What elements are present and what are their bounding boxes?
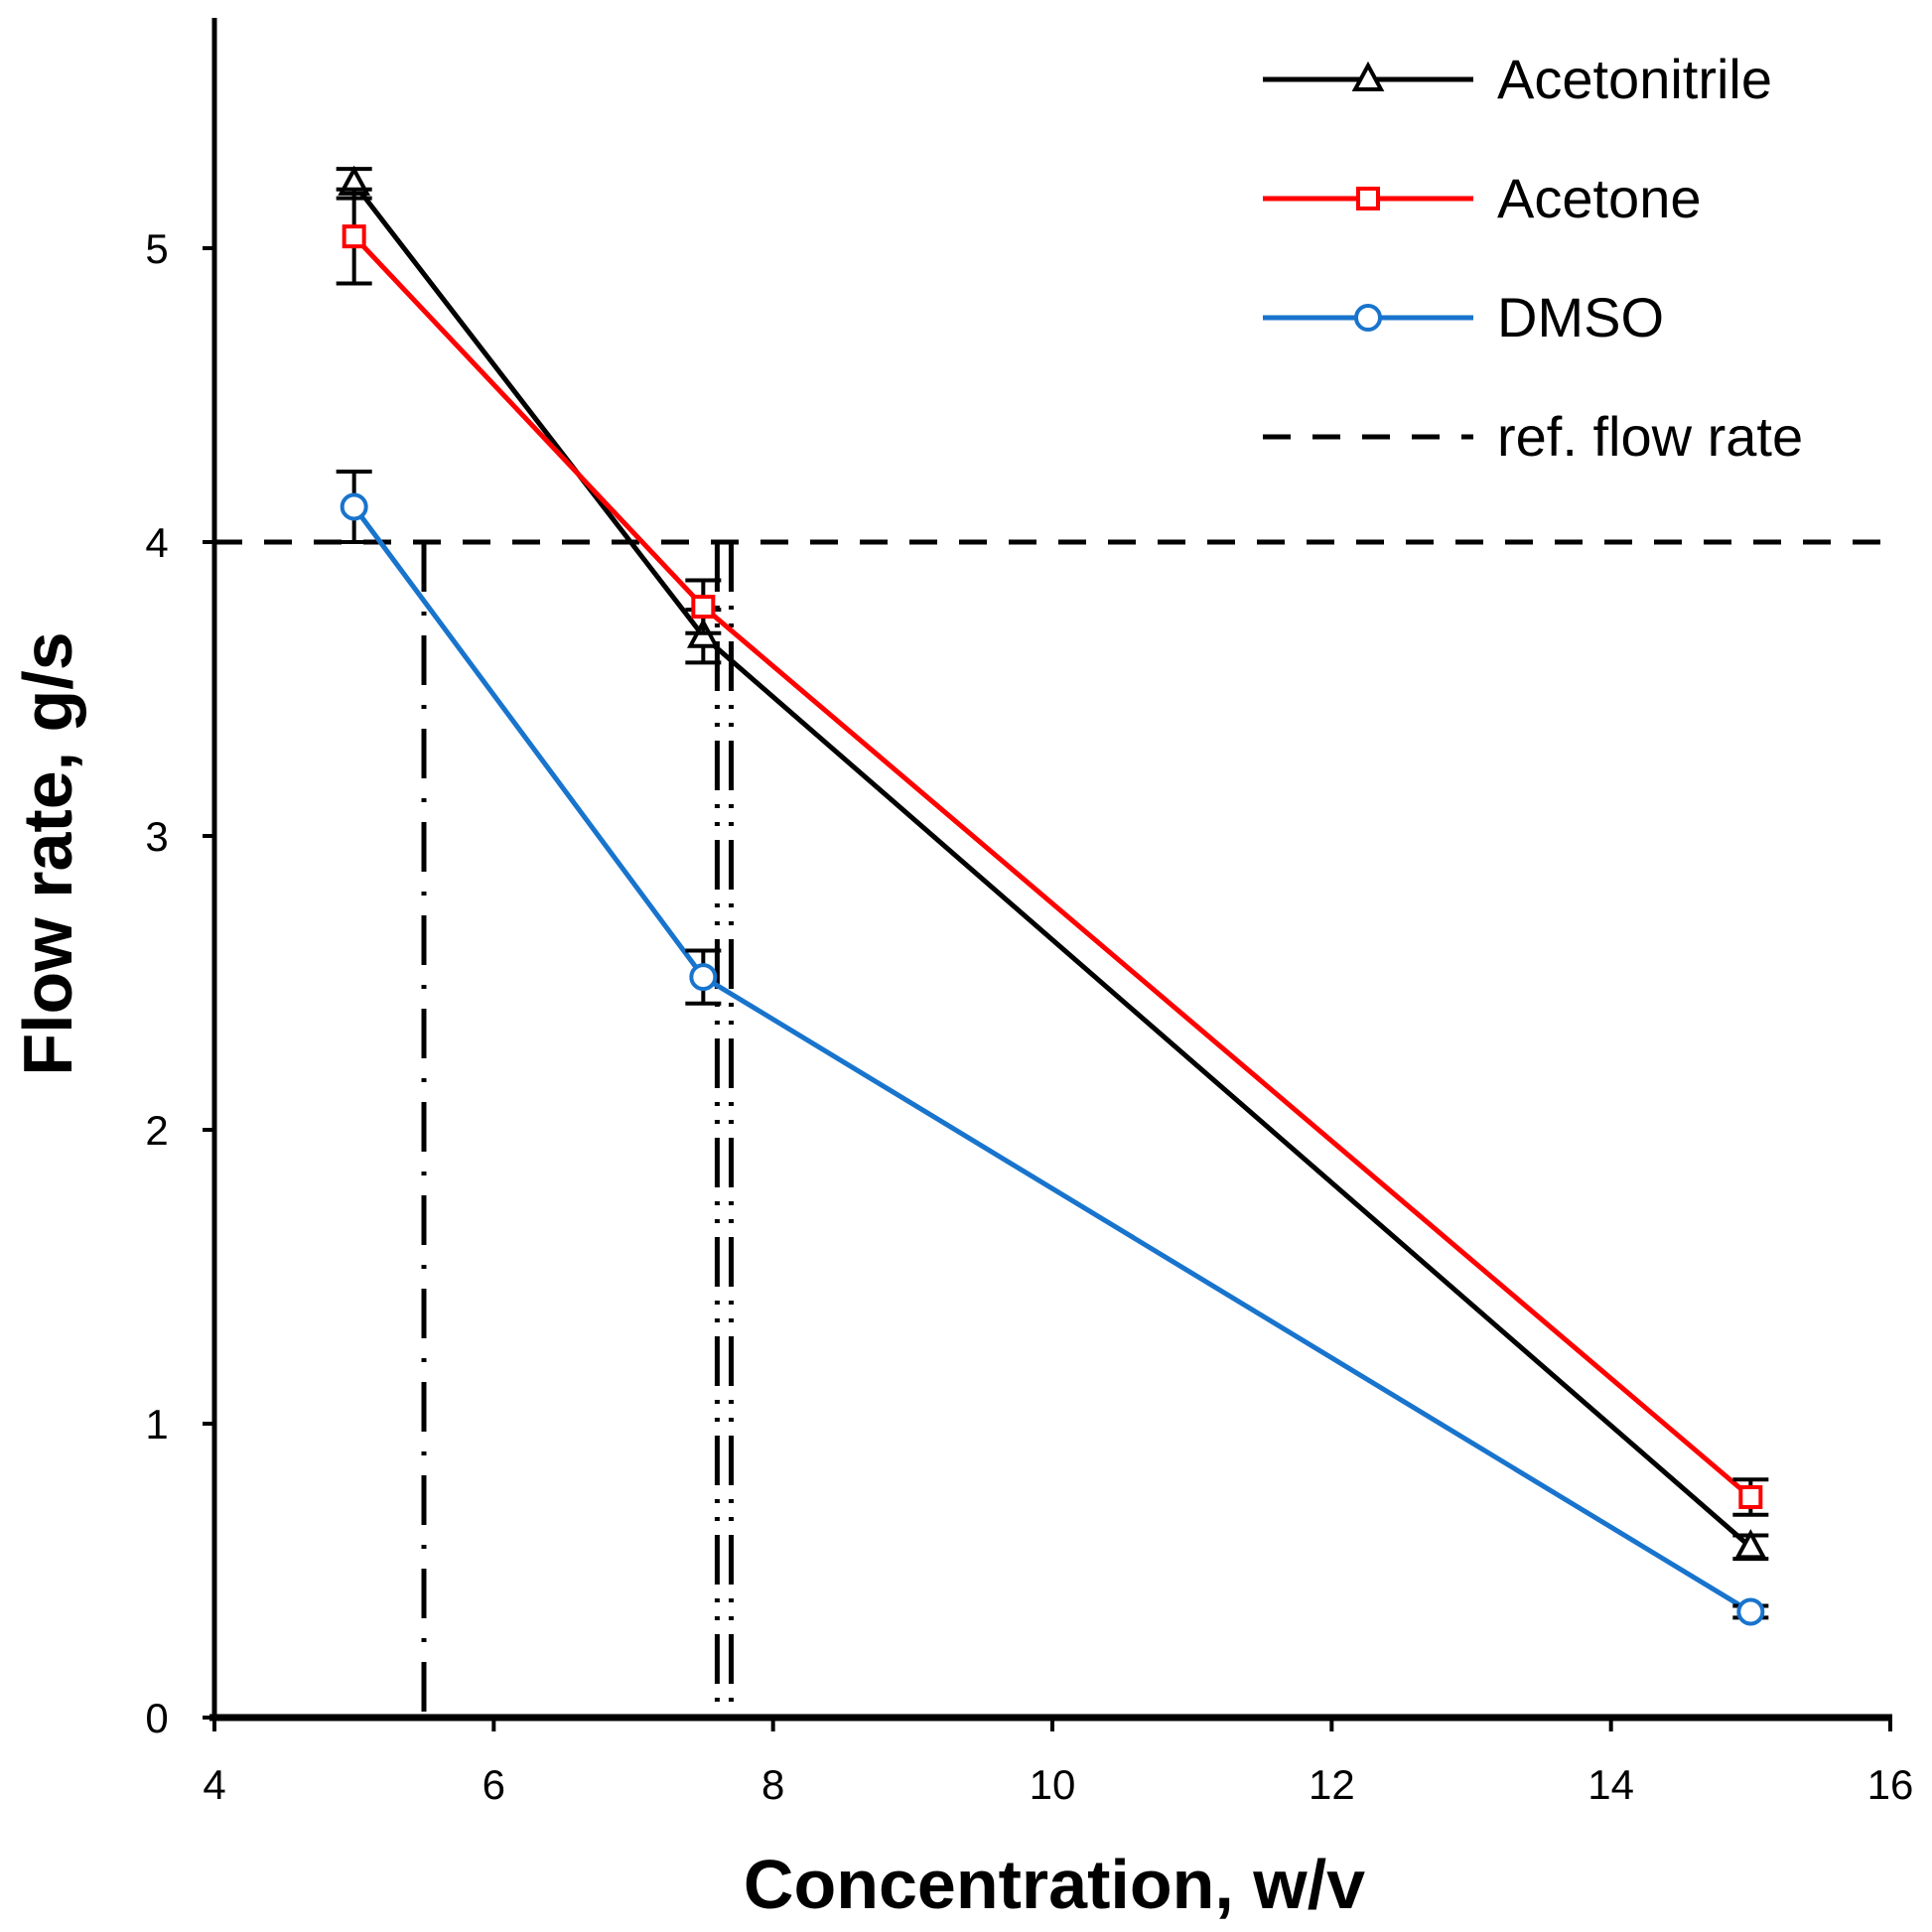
acetone-point [691, 595, 716, 620]
acetonitrile-point [1733, 1529, 1767, 1560]
y-tick-label: 1 [145, 1401, 168, 1448]
x-tick-label: 6 [483, 1761, 505, 1808]
x-tick-label: 14 [1587, 1761, 1634, 1808]
legend-label-ref-flow-rate: ref. flow rate [1497, 405, 1803, 468]
dmso-point [1736, 1597, 1765, 1626]
legend-label-dmso: DMSO [1497, 286, 1664, 348]
x-tick-label: 4 [203, 1761, 225, 1808]
legend: Acetonitrile Acetone DMSO ref. flow rate [1497, 48, 1803, 468]
dmso-point [689, 963, 718, 992]
y-tick-label: 5 [145, 225, 168, 272]
acetone-point [342, 224, 366, 249]
legend-marker-dmso [1354, 304, 1382, 332]
y-tick-label: 2 [145, 1107, 168, 1154]
x-tick-label: 12 [1309, 1761, 1355, 1808]
legend-label-acetone: Acetone [1497, 167, 1702, 229]
x-axis-title: Concentration, w/v [744, 1846, 1365, 1923]
legend-marker-acetone [1356, 187, 1380, 210]
dmso-line [351, 504, 1752, 1614]
y-axis-title: Flow rate, g/s [9, 631, 86, 1075]
y-tick-label: 4 [145, 519, 168, 566]
y-tick-label: 0 [145, 1695, 168, 1741]
acetonitrile-line [351, 182, 1752, 1550]
x-tick-label: 10 [1030, 1761, 1076, 1808]
acetone-point [1738, 1485, 1763, 1509]
x-tick-label: 16 [1867, 1761, 1914, 1808]
dmso-point [340, 492, 368, 521]
y-tick-label: 3 [145, 813, 168, 860]
x-tick-label: 8 [761, 1761, 784, 1808]
legend-label-acetonitrile: Acetonitrile [1497, 48, 1772, 110]
legend-marker-acetonitrile [1351, 61, 1385, 91]
